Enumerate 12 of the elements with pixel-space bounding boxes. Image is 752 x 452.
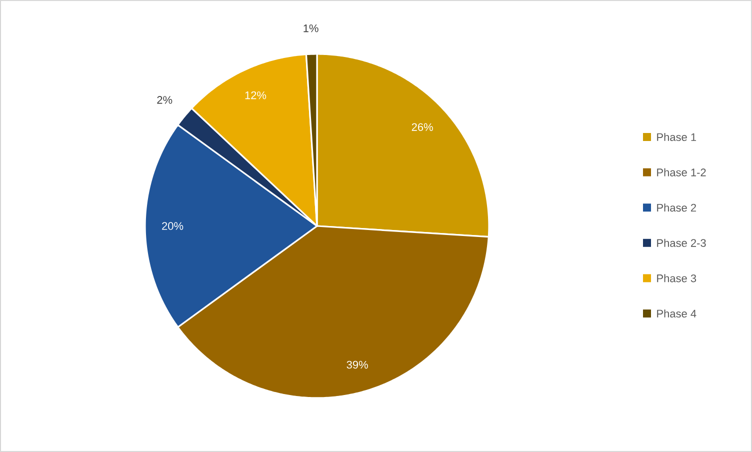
legend-label: Phase 2-3 — [657, 238, 706, 247]
data-label: 26% — [412, 123, 433, 131]
legend-label: Phase 1-2 — [657, 168, 706, 176]
data-label: 20% — [162, 222, 184, 230]
data-label: 39% — [346, 360, 368, 369]
legend-label: Phase 3 — [657, 274, 696, 282]
data-label: 2% — [157, 96, 172, 104]
legend-label: Phase 1 — [657, 132, 696, 142]
data-label: 1% — [304, 24, 318, 32]
legend-label: Phase 4 — [657, 309, 696, 318]
data-label: 12% — [245, 91, 266, 100]
legend-label: Phase 2 — [657, 204, 696, 212]
